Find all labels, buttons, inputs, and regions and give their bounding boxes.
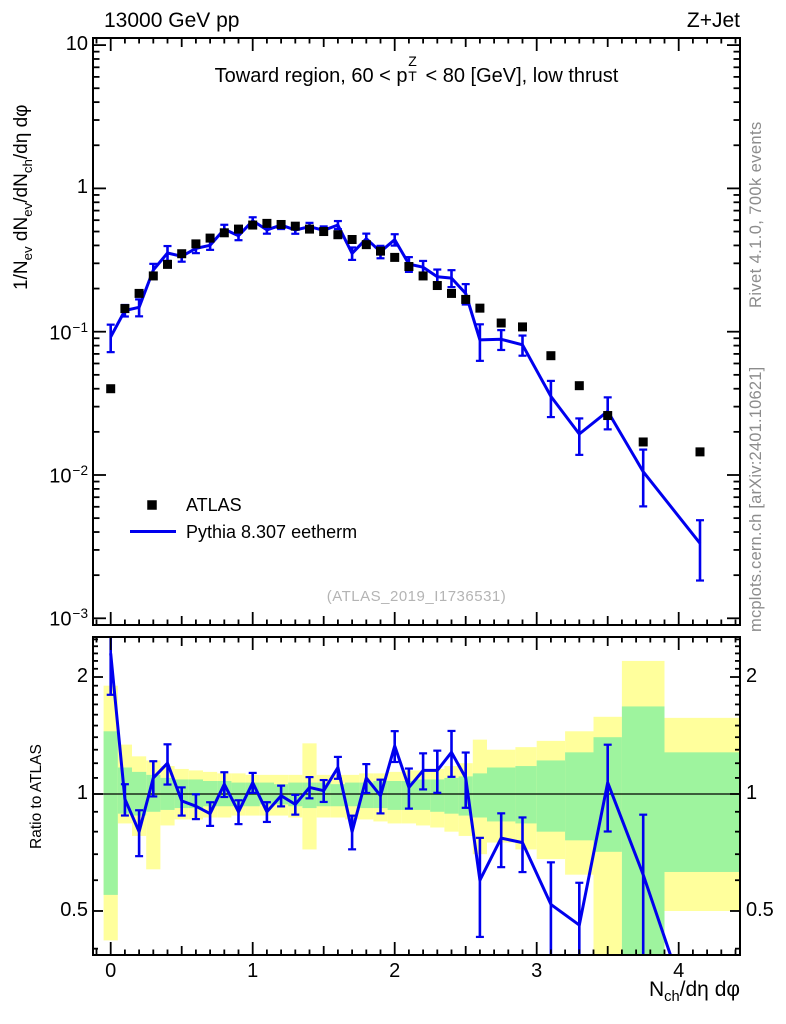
ratio-y-tick-label: 1 [76, 782, 88, 804]
legend-label-atlas: ATLAS [186, 495, 242, 515]
y-tick-label: 10−2 [49, 463, 88, 488]
y-tick-label: 10 [65, 33, 88, 56]
ratio-y-tick-label: 2 [76, 665, 88, 687]
x-tick-label: 0 [105, 960, 117, 982]
y-tick-label: 10−3 [49, 606, 88, 631]
ratio-y-tick-label-right: 0.5 [746, 898, 774, 921]
x-tick-label: 3 [531, 960, 543, 982]
ratio-y-tick-label-right: 2 [746, 665, 758, 687]
analysis-watermark: (ATLAS_2019_I1736531) [326, 588, 507, 605]
process-label: Z+Jet [686, 9, 740, 32]
ratio-y-tick-label-right: 1 [746, 782, 758, 804]
ratio-y-tick-label: 0.5 [60, 898, 88, 921]
x-tick-label: 1 [247, 960, 259, 982]
mcplots-arxiv-note: mcplots.cern.ch [arXiv:2401.10621] [747, 366, 765, 632]
x-axis-label: Nch/dη dφ [648, 978, 740, 1006]
y-tick-label: 1 [76, 176, 88, 199]
legend-label-pythia: Pythia 8.307 eetherm [186, 522, 358, 542]
y-tick-label: 10−1 [49, 319, 88, 345]
beam-energy-label: 13000 GeV pp [104, 9, 240, 32]
generator-version-note: Rivet 4.1.0, 700k events [747, 121, 765, 308]
x-tick-label: 4 [673, 960, 685, 982]
x-tick-label: 2 [389, 960, 401, 982]
